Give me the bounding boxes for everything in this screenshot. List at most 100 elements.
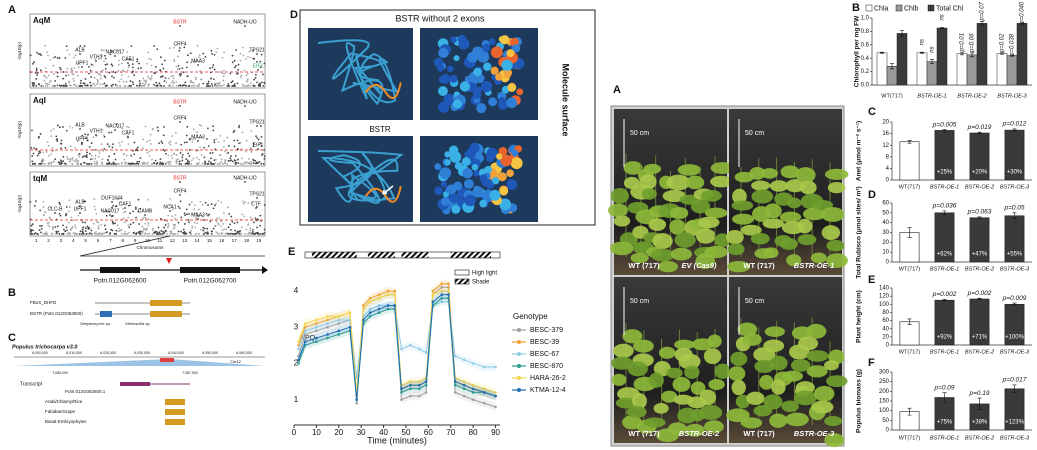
- snp-point: [54, 226, 57, 228]
- snp-point: [183, 223, 186, 225]
- snp-point: [263, 155, 266, 158]
- coord-label: 6,030,000: [134, 351, 150, 355]
- snp-point: [223, 228, 225, 231]
- surface-atom: [459, 81, 471, 92]
- snp-point: [137, 67, 140, 70]
- snp-point: [259, 233, 261, 235]
- snp-point: [215, 82, 217, 85]
- snp-point: [112, 76, 115, 79]
- npq-point: [368, 300, 372, 304]
- snp-point: [167, 154, 170, 157]
- snp-point: [70, 67, 73, 70]
- snp-point: [222, 84, 225, 87]
- snp-point: [51, 225, 54, 228]
- snp-point: [54, 56, 57, 58]
- snp-point: [190, 201, 193, 204]
- snp-point: [127, 232, 130, 234]
- snp-point: [75, 160, 78, 163]
- snp-point: [230, 228, 232, 231]
- snp-point: [62, 155, 65, 158]
- snp-point: [59, 214, 62, 217]
- snp-point: [263, 62, 266, 65]
- snp-point: [106, 84, 108, 87]
- snp-point: [34, 163, 37, 165]
- snp-point: [146, 151, 149, 154]
- snp-point: [206, 138, 208, 140]
- snp-point: [79, 230, 82, 233]
- shade-segment: [311, 252, 357, 258]
- surface-atom: [497, 172, 507, 182]
- snp-point: [240, 74, 243, 77]
- snp-point: [154, 159, 157, 162]
- gene-label: TPS21: [249, 47, 265, 53]
- conservation-block: [165, 409, 185, 415]
- snp-point: [127, 224, 130, 227]
- snp-point: [64, 230, 67, 233]
- snp-point: [179, 200, 182, 203]
- snp-point: [239, 232, 242, 235]
- snp-point: [195, 149, 198, 152]
- gene-label: CRF4: [173, 41, 186, 47]
- snp-point: [52, 56, 55, 59]
- snp-point: [225, 85, 228, 87]
- snp-point: [224, 150, 226, 153]
- snp-point: [163, 85, 165, 87]
- snp-point: [122, 80, 125, 83]
- snp-point: [87, 228, 90, 230]
- snp-point: [219, 220, 222, 223]
- snp-point: [247, 162, 250, 164]
- snp-point: [111, 50, 114, 53]
- snp-point: [74, 54, 77, 57]
- y-tick-label: 0.4: [861, 56, 870, 62]
- snp-point: [250, 162, 252, 165]
- snp-point: [83, 161, 85, 164]
- leaf-cluster: [696, 228, 716, 244]
- snp-point: [255, 162, 257, 165]
- snp-point: [189, 52, 192, 55]
- snp-point: [112, 204, 115, 207]
- snp-point: [109, 232, 112, 234]
- leaf-cluster: [763, 394, 783, 410]
- snp-point: [97, 225, 100, 227]
- leaf-cluster: [824, 433, 845, 448]
- snp-point: [223, 72, 226, 75]
- snp-point: [65, 45, 68, 48]
- gene-label: EIF1: [253, 63, 264, 69]
- leaf-cluster: [666, 174, 691, 191]
- legend-dot: [517, 388, 521, 392]
- snp-point: [206, 127, 209, 130]
- snp-point: [206, 85, 208, 87]
- surface-atom: [516, 88, 524, 96]
- error-bar: [977, 216, 982, 220]
- snp-point: [142, 217, 144, 220]
- snp-point: [249, 56, 252, 59]
- snp-point: [76, 163, 79, 165]
- y-tick-label: 1: [294, 395, 299, 404]
- npq-line: [298, 294, 496, 400]
- snp-point: [172, 77, 175, 80]
- leaf-cluster: [824, 168, 849, 180]
- snp-point: [33, 147, 35, 149]
- snp-point: [56, 140, 59, 142]
- snp-point: [84, 78, 87, 80]
- snp-point: [190, 163, 193, 165]
- legend-dot: [517, 328, 521, 332]
- snp-point: [215, 138, 218, 141]
- leaf-cluster: [610, 188, 629, 204]
- snp-point: [36, 74, 39, 77]
- snp-point: [167, 214, 170, 217]
- snp-point: [175, 160, 178, 163]
- npq-point: [418, 387, 421, 391]
- percent-label: +38%: [972, 420, 988, 426]
- snp-point: [225, 228, 228, 231]
- leaf-cluster: [769, 180, 789, 192]
- snp-point: [244, 58, 247, 61]
- snp-point: [66, 155, 69, 158]
- p-value-label: p=0.017: [1002, 377, 1027, 384]
- snp-point: [111, 229, 114, 232]
- snp-point: [89, 152, 91, 155]
- snp-point: [263, 228, 266, 231]
- surface-atom: [511, 149, 519, 157]
- surface-atom: [446, 65, 454, 73]
- snp-point: [132, 210, 134, 213]
